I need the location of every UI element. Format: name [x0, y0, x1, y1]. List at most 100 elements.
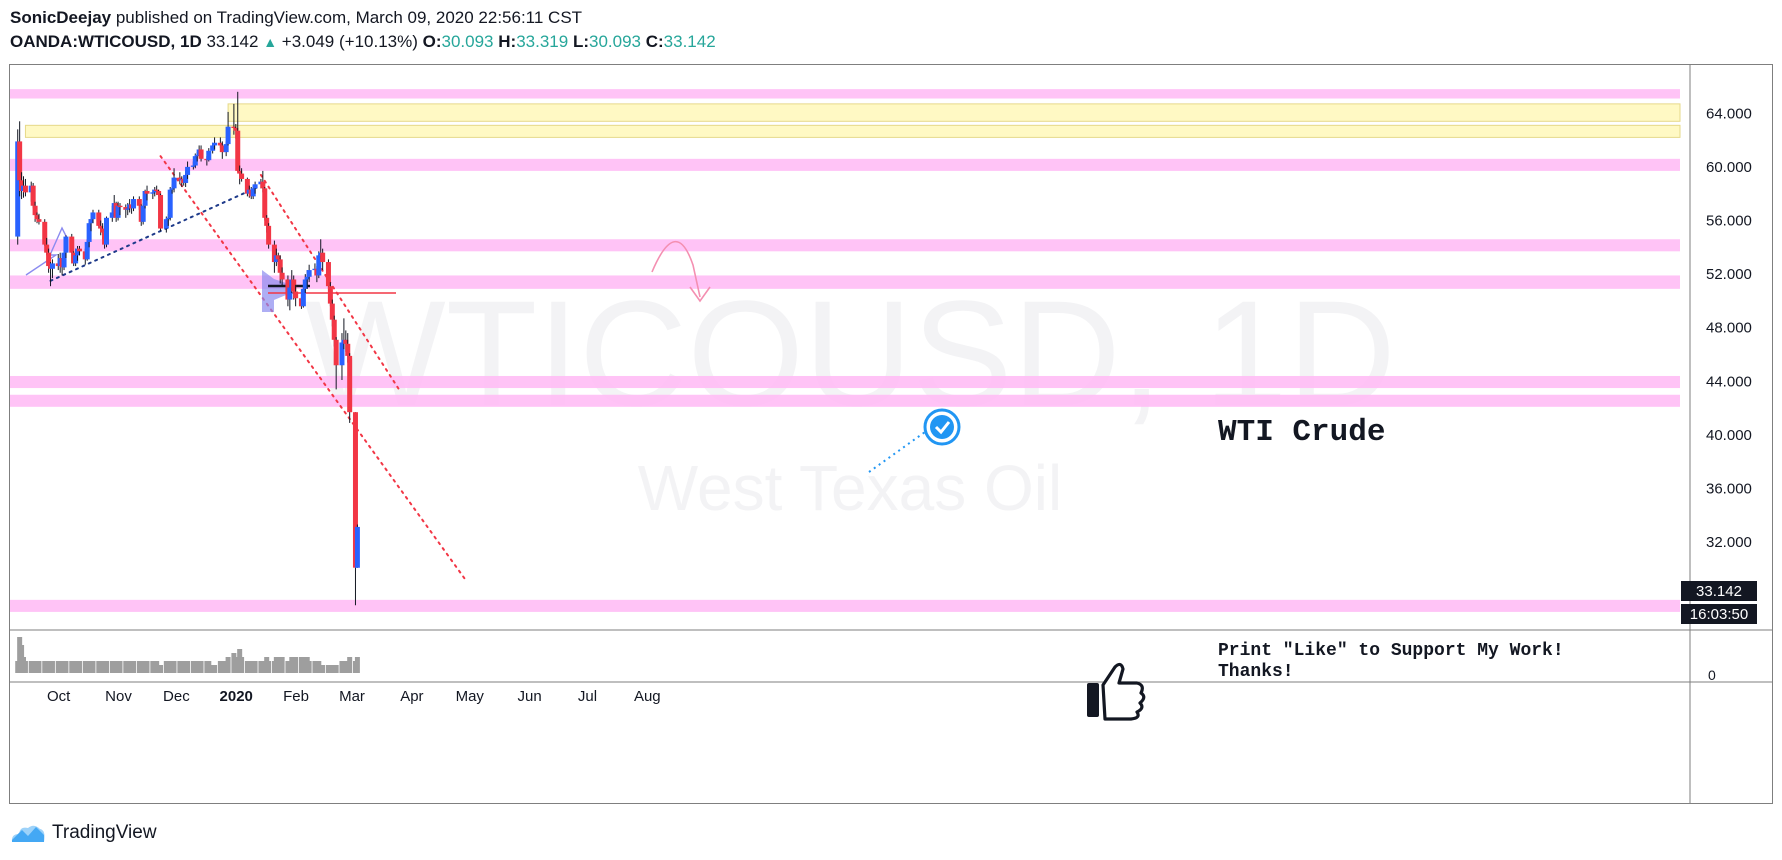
x-tick-label: May: [456, 688, 485, 705]
volume-bar: [320, 665, 326, 673]
candle-body: [185, 166, 191, 175]
price-change: +3.049 (+10.13%): [281, 32, 418, 51]
volume-bar: [219, 661, 225, 673]
candle-body: [264, 217, 270, 226]
volume-bar: [279, 657, 285, 673]
volume-bar: [36, 661, 42, 673]
x-tick-label: Jul: [578, 688, 597, 705]
candle-body: [156, 191, 162, 196]
candle-body: [343, 339, 349, 344]
candle-body: [212, 142, 218, 146]
y-tick-label: 40.000: [1706, 427, 1752, 444]
volume-bar: [63, 661, 69, 673]
candle-body: [262, 188, 268, 218]
candle-body: [329, 303, 335, 320]
candle-body: [22, 185, 28, 193]
close-value: 33.142: [663, 32, 716, 51]
x-tick-label: Nov: [105, 688, 132, 705]
candle-body: [98, 225, 104, 229]
chart-title-annotation: WTI Crude: [1218, 415, 1385, 450]
candle-body: [316, 255, 322, 276]
supply-zone-0: [227, 103, 1681, 122]
candle-body: [150, 192, 156, 194]
candle-body: [302, 279, 308, 289]
sr-zone-2: [10, 239, 1680, 252]
cta-text-line1: Print "Like" to Support My Work!: [1218, 641, 1564, 661]
watermark-name: West Texas Oil: [638, 452, 1062, 524]
y-tick-label: 60.000: [1706, 159, 1752, 176]
volume-bar: [76, 661, 82, 673]
sr-zone-5: [10, 394, 1680, 407]
author-name[interactable]: SonicDeejay: [10, 8, 112, 27]
candle-body: [49, 263, 55, 269]
candle-body: [76, 248, 82, 252]
candle-body: [300, 288, 306, 307]
volume-bar: [266, 661, 272, 673]
arrow-head-icon: [689, 286, 711, 303]
chart-frame[interactable]: WTICOUSD, 1D West Texas Oil 28.00032.000…: [9, 64, 1773, 804]
candle-body: [163, 219, 169, 229]
volume-series: [15, 637, 360, 673]
candlestick-series: [15, 91, 360, 606]
projection-line: [868, 426, 933, 473]
candle-body: [198, 149, 204, 159]
candle-body: [233, 128, 239, 131]
volume-bar: [49, 661, 55, 673]
candle-body: [154, 189, 160, 192]
candle-body: [171, 177, 177, 189]
candle-body: [244, 178, 250, 194]
candle-body: [142, 191, 148, 206]
candle-body: [96, 212, 102, 226]
candle-body: [63, 236, 69, 253]
volume-bar: [239, 657, 245, 673]
candle-body: [225, 126, 231, 145]
published-text: published on TradingView.com, March 09, …: [115, 8, 583, 27]
footer-branding[interactable]: TradingView: [10, 822, 157, 844]
candle-body: [42, 221, 48, 245]
arrow-down-drawing: [651, 240, 701, 298]
volume-bar: [354, 657, 360, 673]
candle-body: [100, 228, 106, 233]
volume-bar: [347, 657, 353, 673]
candle-body: [131, 199, 137, 209]
candle-body: [266, 225, 272, 245]
volume-bar: [22, 661, 28, 673]
candle-body: [327, 286, 333, 304]
candle-body: [287, 287, 293, 300]
candle-body: [231, 126, 237, 129]
chart-canvas[interactable]: WTICOUSD, 1D West Texas Oil 28.00032.000…: [10, 65, 1772, 803]
last-price: 33.142: [206, 32, 259, 51]
candle-body: [140, 205, 146, 222]
y-tick-label: 48.000: [1706, 320, 1752, 337]
high-value: 33.319: [516, 32, 569, 51]
x-tick-label: Feb: [283, 688, 309, 705]
last-price-label: 33.142: [1696, 583, 1742, 600]
candle-body: [144, 191, 150, 194]
check-circle-icon: [923, 408, 961, 446]
open-value: 30.093: [441, 32, 494, 51]
candle-body: [293, 291, 299, 299]
candle-body: [271, 244, 277, 263]
thumbs-up-icon: [1087, 662, 1146, 721]
volume-bar: [144, 661, 150, 673]
candle-body: [291, 279, 297, 292]
countdown-label: 16:03:50: [1690, 606, 1748, 623]
y-tick-label: 32.000: [1706, 534, 1752, 551]
candle-body: [88, 219, 94, 224]
candle-body: [136, 199, 142, 206]
y-tick-label: 56.000: [1706, 212, 1752, 229]
candle-body: [158, 195, 164, 229]
price-scale-labels: 33.142 16:03:50: [1681, 581, 1757, 624]
candle-body: [347, 355, 353, 413]
candle-body: [192, 156, 198, 166]
candle-body: [123, 207, 129, 210]
candle-body: [320, 252, 326, 263]
candle-body: [32, 205, 38, 216]
supply-zone-1: [24, 124, 1681, 138]
candle-body: [165, 217, 171, 220]
candle-body: [86, 223, 92, 242]
volume-bar: [306, 661, 312, 673]
candle-body: [17, 141, 23, 181]
candle-body: [277, 259, 283, 273]
candle-body: [117, 205, 123, 208]
